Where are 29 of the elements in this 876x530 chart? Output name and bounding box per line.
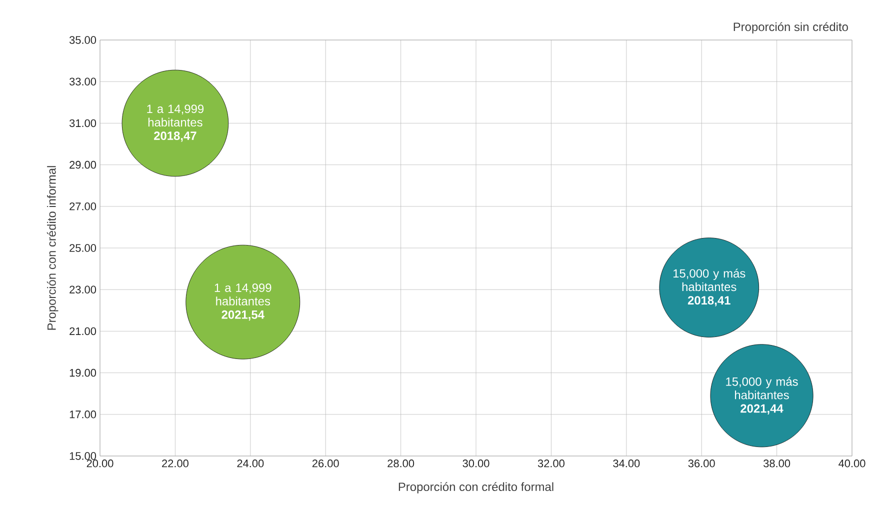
y-tick-label: 17.00 (70, 410, 96, 418)
x-tick-label: 26.00 (312, 460, 339, 468)
text: Proporción sin crédito (734, 22, 848, 34)
y-tick-label: 15.00 (70, 452, 96, 460)
x-tick-label: 32.00 (538, 460, 564, 468)
y-tick-label: 19.00 (70, 368, 96, 377)
x-tick-label: 40.00 (838, 460, 866, 468)
y-tick-label: 21.00 (70, 327, 96, 336)
x-tick-label: 24.00 (237, 460, 264, 468)
y-tick-label: 31.00 (69, 119, 96, 128)
y-tick-label: 27.00 (70, 202, 96, 210)
x-tick-label: 36.00 (688, 460, 715, 468)
x-tick-label: 30.00 (462, 460, 490, 468)
x-tick-label: 20.00 (86, 460, 114, 468)
y-tick-label: 23.00 (70, 286, 96, 294)
y-tick-label: 25.00 (70, 244, 96, 252)
y-tick-label: 35.00 (69, 36, 96, 44)
x-tick-label: 34.00 (613, 460, 640, 468)
annotation: 1 a 14,999 habitantes 2018,47 (147, 104, 204, 142)
x-tick-label: 38.00 (764, 460, 790, 468)
y-tick-label: 29.00 (70, 160, 96, 169)
x-axis-title: Proporción con crédito formal (398, 482, 554, 494)
y-axis-title: Proporción con crédito informal (46, 166, 58, 330)
x-tick-label: 28.00 (388, 460, 414, 468)
x-tick-label: 22.00 (162, 460, 188, 468)
annotation: 15,000 y más habitantes 2021,44 (726, 376, 798, 414)
annotation: 15,000 y más habitantes 2018,41 (673, 268, 746, 306)
annotation: 1 a 14,999 habitantes 2021,54 (214, 284, 272, 321)
y-tick-label: 33.00 (69, 78, 96, 86)
